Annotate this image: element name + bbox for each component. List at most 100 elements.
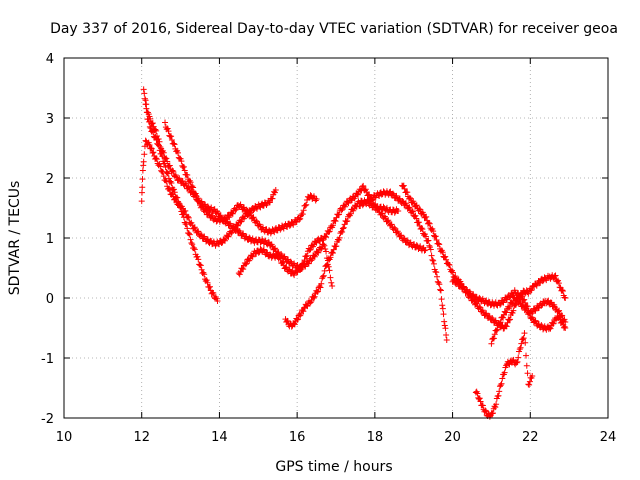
data-point	[155, 136, 162, 143]
data-point	[168, 133, 175, 140]
data-point	[506, 316, 513, 323]
data-point	[497, 301, 504, 308]
data-point	[274, 227, 281, 234]
data-point	[166, 162, 173, 169]
data-point	[538, 322, 545, 329]
data-point	[409, 208, 416, 215]
data-point	[329, 250, 336, 257]
data-point	[418, 225, 425, 232]
data-point	[516, 346, 523, 353]
data-point	[513, 359, 520, 366]
data-point	[291, 272, 298, 279]
data-point	[197, 231, 204, 238]
x-tick-label: 18	[367, 430, 384, 445]
data-point	[180, 163, 187, 170]
data-point	[152, 155, 159, 162]
data-point	[266, 199, 273, 206]
data-point	[503, 309, 510, 316]
data-point	[318, 280, 325, 287]
series-arc-10	[472, 330, 536, 420]
data-point	[329, 283, 336, 289]
data-point	[417, 206, 424, 213]
x-tick-label: 22	[522, 430, 539, 445]
data-point	[522, 339, 529, 346]
data-point	[160, 149, 167, 156]
data-point	[323, 248, 330, 255]
data-point	[179, 178, 186, 185]
data-point	[142, 137, 149, 144]
data-point	[250, 207, 257, 214]
data-point	[408, 207, 415, 214]
data-point	[202, 206, 209, 213]
data-point	[445, 261, 452, 268]
data-point	[165, 163, 172, 170]
data-point	[476, 395, 483, 402]
data-point	[311, 253, 318, 260]
data-point	[525, 309, 532, 316]
data-point	[306, 247, 313, 254]
data-point	[185, 230, 192, 237]
data-point	[165, 175, 172, 182]
data-point	[492, 317, 499, 324]
data-point	[440, 311, 447, 318]
data-point	[413, 242, 420, 249]
data-point	[303, 253, 310, 260]
series-arc-1	[138, 137, 279, 249]
data-point	[307, 246, 314, 253]
data-point	[215, 241, 222, 248]
data-point	[496, 388, 503, 395]
data-point	[168, 137, 175, 144]
data-point	[333, 243, 340, 250]
data-point	[184, 225, 191, 232]
data-point	[150, 149, 157, 156]
data-point	[550, 320, 557, 327]
data-point	[517, 344, 524, 351]
data-point	[426, 242, 433, 249]
data-point	[178, 158, 185, 165]
data-point	[430, 257, 437, 264]
data-point	[323, 234, 330, 241]
data-point	[196, 198, 203, 205]
data-point	[483, 310, 490, 317]
data-point	[209, 212, 216, 219]
data-point	[406, 204, 413, 211]
series-arc-11	[488, 294, 569, 347]
data-point	[139, 167, 146, 174]
data-point	[310, 294, 317, 301]
data-point	[432, 233, 439, 240]
data-point	[138, 189, 145, 196]
data-point	[556, 313, 563, 320]
data-point	[170, 186, 177, 193]
data-point	[422, 233, 429, 240]
y-tick-label: -2	[41, 412, 54, 427]
data-point	[389, 190, 396, 197]
data-point	[477, 398, 484, 405]
data-point	[476, 303, 483, 310]
data-point	[279, 259, 286, 266]
data-point	[181, 167, 188, 174]
data-point	[561, 294, 568, 301]
data-point	[449, 269, 456, 276]
data-point	[243, 206, 250, 213]
data-point	[188, 219, 195, 226]
data-point	[149, 120, 156, 127]
data-point	[233, 206, 240, 213]
data-point	[165, 170, 172, 177]
data-point	[139, 184, 146, 191]
data-point	[442, 253, 449, 260]
data-point	[433, 269, 440, 276]
data-point	[559, 318, 566, 325]
data-point	[319, 273, 326, 280]
data-point	[443, 331, 450, 338]
data-point	[194, 253, 201, 260]
data-point	[185, 214, 192, 221]
data-point	[524, 370, 531, 377]
data-point	[287, 258, 294, 265]
data-point	[148, 145, 155, 152]
data-point	[416, 206, 423, 213]
data-point	[514, 358, 521, 365]
data-point	[415, 219, 422, 226]
data-point	[327, 254, 334, 261]
data-point	[139, 176, 146, 183]
